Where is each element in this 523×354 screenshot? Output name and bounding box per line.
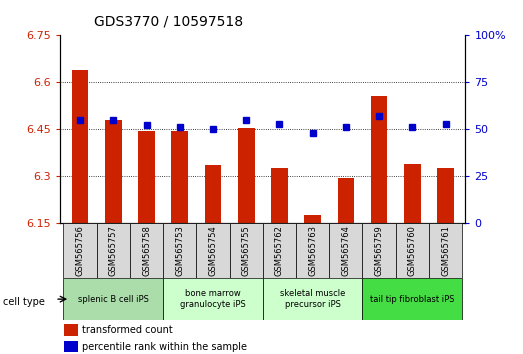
Bar bbox=[396, 223, 429, 278]
Bar bbox=[296, 223, 329, 278]
Bar bbox=[271, 168, 288, 223]
Bar bbox=[172, 131, 188, 223]
Text: GSM565753: GSM565753 bbox=[175, 225, 184, 276]
Bar bbox=[337, 178, 354, 223]
Text: GDS3770 / 10597518: GDS3770 / 10597518 bbox=[94, 14, 243, 28]
Bar bbox=[263, 278, 362, 320]
Text: GSM565759: GSM565759 bbox=[374, 225, 383, 276]
Bar bbox=[163, 278, 263, 320]
Text: splenic B cell iPS: splenic B cell iPS bbox=[78, 295, 149, 304]
Bar bbox=[204, 165, 221, 223]
Bar bbox=[97, 223, 130, 278]
Bar bbox=[130, 223, 163, 278]
Text: transformed count: transformed count bbox=[83, 325, 173, 335]
Text: GSM565762: GSM565762 bbox=[275, 225, 284, 276]
Text: GSM565763: GSM565763 bbox=[308, 225, 317, 276]
Bar bbox=[362, 278, 462, 320]
Bar bbox=[63, 278, 163, 320]
Bar bbox=[63, 223, 97, 278]
Bar bbox=[437, 168, 454, 223]
Text: percentile rank within the sample: percentile rank within the sample bbox=[83, 342, 247, 352]
Bar bbox=[371, 96, 388, 223]
Bar bbox=[196, 223, 230, 278]
Text: GSM565757: GSM565757 bbox=[109, 225, 118, 276]
Bar bbox=[163, 223, 196, 278]
Text: GSM565761: GSM565761 bbox=[441, 225, 450, 276]
Bar bbox=[429, 223, 462, 278]
Bar bbox=[105, 120, 122, 223]
Text: bone marrow
granulocyte iPS: bone marrow granulocyte iPS bbox=[180, 290, 246, 309]
Text: cell type: cell type bbox=[3, 297, 44, 307]
Text: GSM565758: GSM565758 bbox=[142, 225, 151, 276]
Bar bbox=[72, 70, 88, 223]
Bar bbox=[64, 324, 78, 336]
Bar bbox=[304, 215, 321, 223]
Bar bbox=[138, 131, 155, 223]
Bar bbox=[362, 223, 396, 278]
Bar bbox=[230, 223, 263, 278]
Bar bbox=[64, 341, 78, 352]
Text: GSM565760: GSM565760 bbox=[408, 225, 417, 276]
Text: GSM565754: GSM565754 bbox=[209, 225, 218, 276]
Bar bbox=[404, 164, 420, 223]
Text: GSM565755: GSM565755 bbox=[242, 225, 251, 276]
Text: skeletal muscle
precursor iPS: skeletal muscle precursor iPS bbox=[280, 290, 345, 309]
Bar bbox=[238, 128, 255, 223]
Text: GSM565764: GSM565764 bbox=[342, 225, 350, 276]
Bar bbox=[329, 223, 362, 278]
Bar bbox=[263, 223, 296, 278]
Text: tail tip fibroblast iPS: tail tip fibroblast iPS bbox=[370, 295, 454, 304]
Text: GSM565756: GSM565756 bbox=[76, 225, 85, 276]
